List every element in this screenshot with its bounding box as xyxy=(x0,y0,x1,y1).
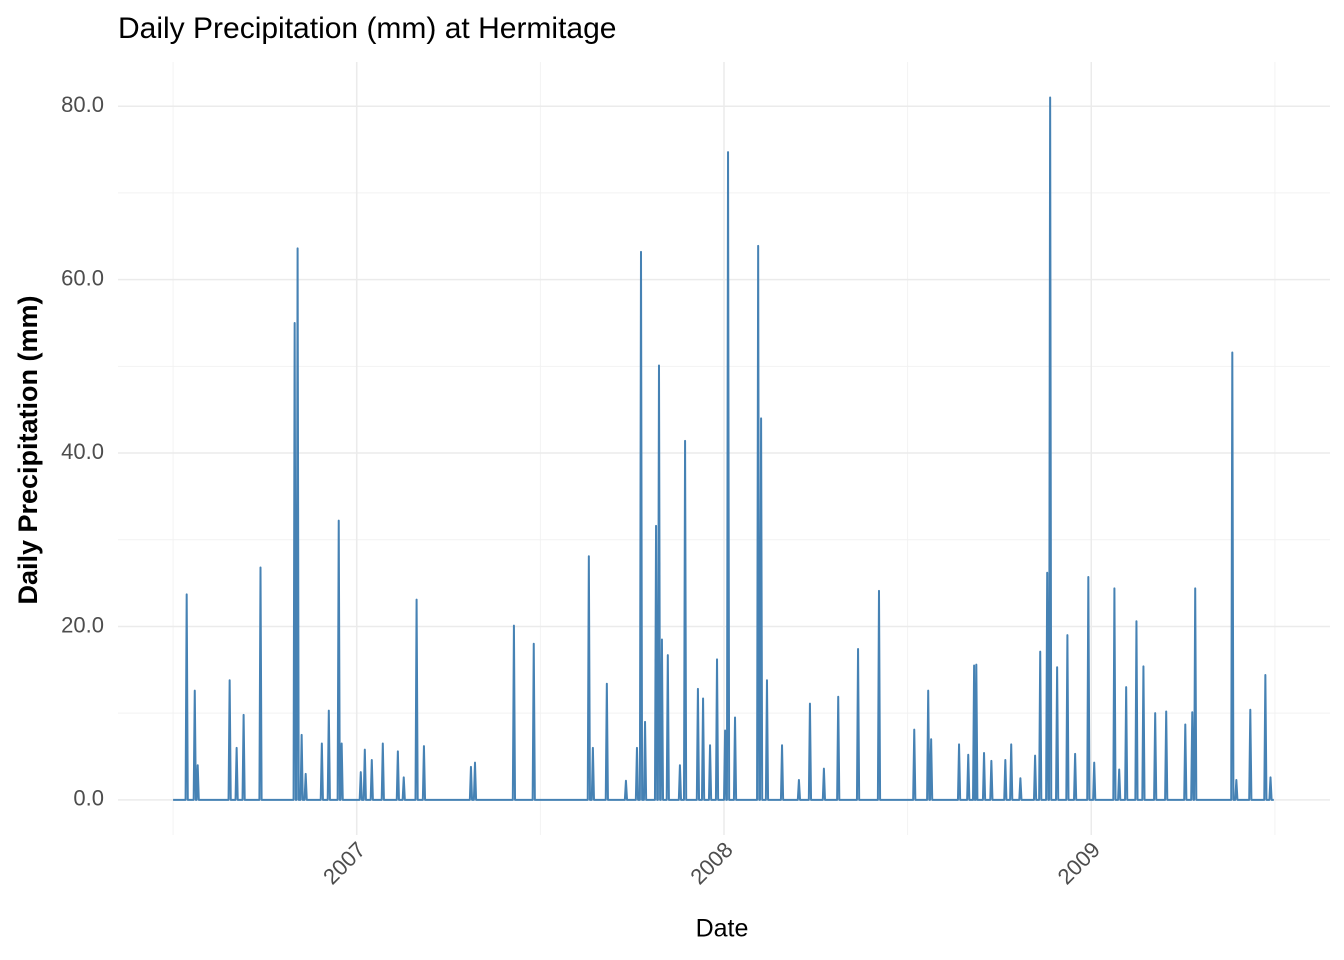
plot-area xyxy=(173,96,1274,801)
y-tick-label: 40.0 xyxy=(61,439,104,464)
y-tick-label: 80.0 xyxy=(61,92,104,117)
precipitation-line xyxy=(173,96,1274,801)
x-tick-label: 2009 xyxy=(1053,837,1105,889)
y-axis-label: Daily Precipitation (mm) xyxy=(13,295,43,604)
y-tick-label: 60.0 xyxy=(61,265,104,290)
x-axis-label: Date xyxy=(696,915,749,943)
x-tick-label: 2008 xyxy=(685,837,737,889)
grid xyxy=(118,62,1330,835)
y-tick-label: 0.0 xyxy=(73,786,104,811)
chart-title: Daily Precipitation (mm) at Hermitage xyxy=(118,12,616,45)
x-tick-label: 2007 xyxy=(318,837,370,889)
y-tick-label: 20.0 xyxy=(61,612,104,637)
